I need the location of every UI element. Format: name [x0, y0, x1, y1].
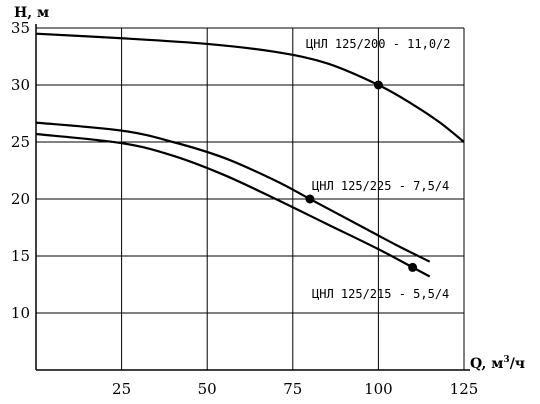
x-tick-label-25: 25: [112, 380, 131, 398]
curve-label-125-215: ЦНЛ 125/215 - 5,5/4: [312, 287, 449, 301]
x-axis-label-main: Q, м: [470, 356, 503, 372]
y-tick-label-25: 25: [11, 133, 30, 151]
series-marker-1: [305, 194, 315, 204]
y-tick-label-10: 10: [11, 304, 30, 322]
grid: [36, 27, 465, 370]
series-marker-2: [408, 262, 418, 272]
curve-label-125-225: ЦНЛ 125/225 - 7,5/4: [312, 179, 449, 193]
x-axis-label-sup: 3: [503, 355, 509, 365]
y-tick-label-35: 35: [11, 19, 30, 37]
curve-label-125-200: ЦНЛ 125/200 - 11,0/2: [306, 37, 451, 51]
y-tick-label-15: 15: [11, 247, 30, 265]
x-tick-label-50: 50: [198, 380, 217, 398]
series-group: [35, 32, 465, 278]
y-tick-label-30: 30: [11, 76, 30, 94]
y-axis-label: H, м: [14, 5, 49, 21]
x-axis-label: Q, м3/ч: [470, 355, 525, 372]
x-tick-label-75: 75: [283, 380, 302, 398]
tick-labels: 25 50 75 100 125 10 15 20 25 30 35: [11, 19, 478, 398]
y-tick-label-20: 20: [11, 190, 30, 208]
series-marker-0: [373, 80, 383, 90]
axes: [35, 24, 470, 371]
series-line-2: [35, 132, 431, 278]
x-axis-label-tail: /ч: [510, 356, 525, 372]
series-line-0: [35, 32, 465, 143]
series-line-1: [35, 121, 431, 263]
x-tick-label-100: 100: [364, 380, 393, 398]
x-tick-label-125: 125: [450, 380, 479, 398]
